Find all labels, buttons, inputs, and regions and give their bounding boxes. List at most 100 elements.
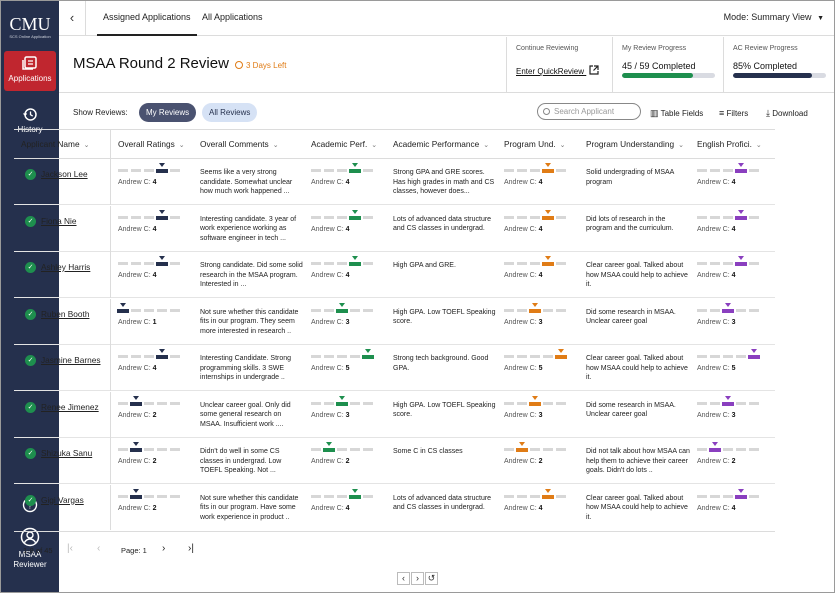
prev-page-button[interactable]: ‹ [97, 543, 101, 554]
rating-pointer-icon [352, 209, 358, 214]
reviewer-label: Andrew C: [504, 318, 537, 326]
last-page-button[interactable]: ›| [188, 543, 194, 554]
column-header[interactable]: Overall Comments ⌄ [193, 130, 279, 159]
rating-segment [131, 308, 141, 312]
table-footer: 1-8 of 45 |‹ ‹ Page: 1 › ›| [14, 531, 775, 569]
search-input[interactable]: Search Applicant [537, 103, 641, 120]
table-row[interactable]: ✓ Ruben Booth Andrew C: 1 Not sure whether … [14, 298, 775, 345]
ac-progress-bar [733, 73, 826, 78]
rating-segment [736, 401, 746, 405]
my-progress-fill [622, 73, 693, 78]
rating-segment [556, 215, 566, 219]
reviewer-label: Andrew C: [311, 225, 344, 233]
rating-segment [337, 215, 347, 219]
table-row[interactable]: ✓ Gigi Vargas Andrew C: 2 Not sure whether … [14, 484, 775, 530]
rating-segment [324, 169, 334, 172]
reviewer-label: Andrew C: [504, 179, 537, 186]
rating-segment [311, 448, 321, 451]
applicant-name-link[interactable]: Jackson Lee [41, 169, 88, 179]
rating-segment [543, 448, 553, 451]
rating-marker [542, 488, 554, 500]
reviewer-label: Andrew C: [118, 318, 151, 326]
column-header[interactable]: Academic Perf. ⌄ [304, 130, 377, 159]
column-header[interactable]: Overall Ratings ⌄ [111, 130, 185, 159]
rating-track [504, 442, 568, 452]
column-header[interactable]: English Profici. ⌄ [690, 130, 762, 159]
rating-segment [556, 262, 566, 265]
comment-text: Solid undergrading of MSAA program [586, 169, 674, 186]
rating-value: 3 [731, 318, 736, 326]
chevron-down-icon: ⌄ [559, 142, 566, 149]
next-page-button[interactable]: › [162, 543, 166, 554]
scroll-left-button[interactable]: ‹ [397, 572, 410, 585]
rating-segment [710, 169, 720, 172]
rating-pointer-icon [712, 442, 718, 446]
applicant-name-link[interactable]: Gigi Vargas [41, 494, 84, 505]
rating-pointer-icon [558, 349, 564, 353]
rating-pointer-icon [120, 302, 126, 307]
applicant-name-link[interactable]: Ashley Harris [41, 262, 91, 272]
applicant-name-link[interactable]: Jasmine Barnes [41, 355, 101, 365]
first-page-button[interactable]: |‹ [67, 543, 73, 554]
column-header[interactable]: Academic Performance ⌄ [386, 130, 489, 159]
tab-all-applications[interactable]: All Applications [202, 12, 263, 22]
download-button[interactable]: ⤓ Download [766, 108, 808, 119]
reviewer-label: Andrew C: [504, 272, 537, 279]
column-header[interactable]: Applicant Name ⌄ [14, 130, 111, 159]
rating-segment [144, 448, 154, 451]
rating-reviewer: Andrew C: 4 [504, 272, 543, 279]
rating-fill [130, 448, 142, 452]
user-profile[interactable]: MSAA Reviewer [1, 527, 59, 570]
rating-segment [144, 494, 154, 498]
table-row[interactable]: ✓ Renee Jimenez Andrew C: 2 Unclear career … [14, 391, 775, 438]
all-reviews-pill[interactable]: All Reviews [202, 103, 258, 122]
rating-segment [157, 308, 167, 312]
mode-selector[interactable]: Mode: Summary View ▼ [724, 1, 824, 35]
rating-value: 4 [152, 225, 157, 233]
enter-quickreview-link[interactable]: Enter QuickReview [516, 65, 603, 76]
rating-value: 5 [731, 365, 736, 372]
applicant-name-link[interactable]: Renee Jimenez [41, 401, 99, 412]
mode-value: Summary View [751, 12, 812, 22]
rating-pointer-icon [159, 209, 165, 214]
comment-text: Not sure whether this candidate fits in … [200, 494, 299, 521]
applicant-cell: ✓ Renee Jimenez [14, 391, 111, 438]
rating-segment [504, 448, 514, 451]
applicant-name-link[interactable]: Ruben Booth [41, 308, 90, 319]
table-row[interactable]: ✓ Jasmine Barnes Andrew C: 4 Interesting Ca… [14, 345, 775, 391]
rating-reviewer: Andrew C: 3 [311, 319, 350, 326]
search-icon [543, 108, 550, 115]
rating-track [118, 395, 182, 406]
rating-marker [735, 256, 747, 267]
back-button[interactable]: ‹ [59, 1, 86, 36]
table-row[interactable]: ✓ Jackson Lee Andrew C: 4 Seems like a very… [14, 159, 775, 205]
rating-fill [349, 169, 361, 173]
reset-view-button[interactable]: ↺ [425, 572, 438, 585]
filters-button[interactable]: ≡ Filters [719, 108, 748, 118]
rating-pointer-icon [545, 209, 551, 214]
column-header[interactable]: Program Und. ⌄ [497, 130, 566, 159]
rating-pointer-icon [725, 302, 731, 307]
tab-assigned-applications[interactable]: Assigned Applications [97, 1, 197, 36]
scroll-right-button[interactable]: › [411, 572, 424, 585]
reviewer-label: Andrew C: [697, 318, 730, 326]
comment-text: Lots of advanced data structure and CS c… [393, 494, 492, 512]
table-row[interactable]: ✓ Ashley Harris Andrew C: 4 Strong candidat… [14, 252, 775, 298]
rating-segment [131, 169, 141, 172]
check-circle-icon: ✓ [25, 401, 36, 413]
nav-applications[interactable]: Applications [4, 51, 56, 91]
column-header[interactable]: Program Understanding ⌄ [579, 130, 684, 159]
comment-text: Did not talk about how MSAA can help the… [586, 448, 690, 475]
applicant-name-link[interactable]: Fiona Nie [41, 215, 77, 226]
table-row[interactable]: ✓ Shizuka Sanu Andrew C: 2 Didn't do well i… [14, 438, 775, 484]
rating-pointer-icon [159, 256, 165, 260]
rating-track [117, 302, 182, 313]
rating-fill [336, 308, 348, 313]
table-fields-button[interactable]: ▥ Table Fields [650, 108, 703, 119]
applicant-name-link[interactable]: Shizuka Sanu [41, 448, 93, 458]
reviewer-label: Andrew C: [697, 179, 730, 186]
table-row[interactable]: ✓ Fiona Nie Andrew C: 4 Interesting candida… [14, 205, 775, 252]
chevron-left-icon: ‹ [69, 10, 75, 25]
my-reviews-pill[interactable]: My Reviews [139, 103, 197, 122]
scroll-controls: ‹ › ↺ [397, 572, 439, 586]
